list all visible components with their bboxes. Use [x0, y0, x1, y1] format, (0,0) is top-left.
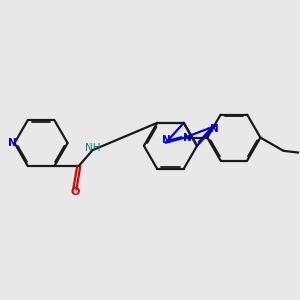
- Text: N: N: [162, 135, 170, 145]
- Text: N: N: [183, 133, 192, 142]
- Text: N: N: [8, 138, 16, 148]
- Text: O: O: [70, 188, 80, 197]
- Text: NH: NH: [85, 143, 101, 154]
- Text: N: N: [210, 124, 219, 134]
